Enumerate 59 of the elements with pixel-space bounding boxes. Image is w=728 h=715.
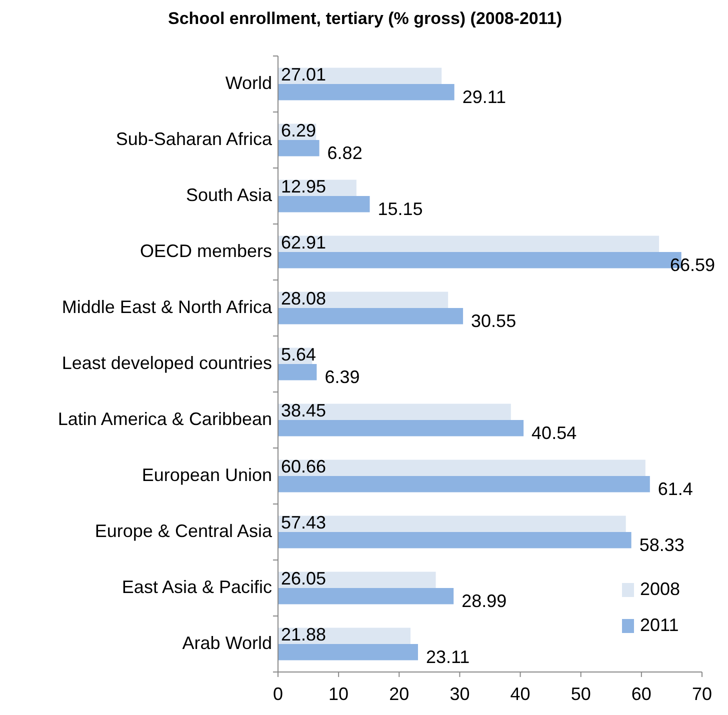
x-tick-label: 30 bbox=[450, 684, 470, 704]
data-label: 58.33 bbox=[639, 534, 684, 555]
bar bbox=[278, 644, 418, 660]
x-tick-label: 40 bbox=[510, 684, 530, 704]
data-label: 23.11 bbox=[426, 646, 470, 667]
y-tick-label: Least developed countries bbox=[62, 352, 272, 373]
y-tick-label: Latin America & Caribbean bbox=[58, 408, 272, 429]
x-tick-label: 10 bbox=[328, 684, 349, 704]
data-label: 27.01 bbox=[281, 64, 326, 85]
data-label: 26.05 bbox=[281, 568, 326, 589]
data-label: 28.08 bbox=[281, 288, 326, 309]
data-label: 6.39 bbox=[324, 366, 360, 387]
y-tick-label: World bbox=[225, 72, 272, 93]
bar bbox=[278, 308, 464, 324]
data-label: 28.99 bbox=[462, 590, 507, 611]
x-tick-label: 70 bbox=[692, 684, 712, 704]
bar bbox=[278, 140, 320, 156]
y-tick-label: Middle East & North Africa bbox=[62, 296, 273, 317]
bar bbox=[278, 532, 632, 548]
data-label: 62.91 bbox=[281, 232, 326, 253]
bar bbox=[278, 588, 454, 604]
data-label: 6.82 bbox=[327, 142, 362, 163]
data-label: 60.66 bbox=[281, 456, 326, 477]
bar bbox=[278, 364, 317, 380]
data-label: 5.64 bbox=[281, 344, 316, 365]
y-tick-label: European Union bbox=[142, 464, 272, 485]
data-label: 40.54 bbox=[532, 422, 577, 443]
x-tick-label: 0 bbox=[272, 684, 284, 704]
data-label: 66.59 bbox=[670, 254, 716, 275]
bar bbox=[278, 476, 650, 492]
y-tick-label: Europe & Central Asia bbox=[94, 520, 273, 541]
y-tick-label: Sub-Saharan Africa bbox=[116, 128, 273, 149]
data-label: 12.95 bbox=[281, 176, 326, 197]
y-tick-label: OECD members bbox=[140, 240, 272, 261]
bar bbox=[278, 404, 511, 420]
chart-title: School enrollment, tertiary (% gross) (2008-2011) bbox=[168, 9, 562, 28]
data-label: 30.55 bbox=[471, 310, 516, 331]
y-tick-label: East Asia & Pacific bbox=[122, 576, 272, 597]
bar bbox=[278, 196, 370, 212]
legend-label: 2011 bbox=[640, 614, 679, 635]
bar bbox=[278, 460, 646, 476]
x-tick-label: 60 bbox=[631, 684, 652, 704]
y-tick-label: Arab World bbox=[182, 632, 272, 653]
data-label: 57.43 bbox=[281, 512, 326, 533]
bar bbox=[278, 68, 442, 84]
data-label: 6.29 bbox=[281, 120, 316, 141]
data-label: 61.4 bbox=[658, 478, 693, 499]
bar bbox=[278, 84, 454, 100]
data-label: 29.11 bbox=[462, 86, 506, 107]
x-tick-label: 20 bbox=[389, 684, 410, 704]
y-tick-label: South Asia bbox=[186, 184, 273, 205]
data-label: 38.45 bbox=[281, 400, 326, 421]
legend-label: 2008 bbox=[640, 578, 680, 599]
x-tick-label: 50 bbox=[570, 684, 591, 704]
data-label: 21.88 bbox=[281, 624, 326, 645]
bar bbox=[278, 236, 660, 252]
data-label: 15.15 bbox=[378, 198, 423, 219]
bar bbox=[278, 420, 524, 436]
bar bbox=[278, 516, 626, 532]
